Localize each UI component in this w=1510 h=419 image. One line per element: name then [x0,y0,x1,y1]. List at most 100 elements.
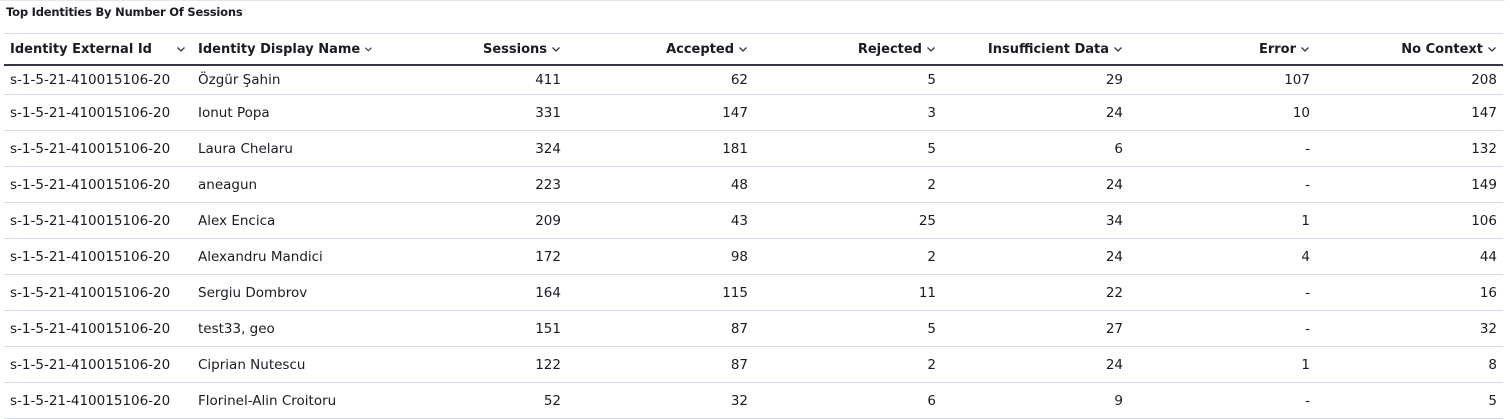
column-header[interactable]: Insufficient Data [942,33,1129,66]
table-cell: 62 [567,65,754,95]
table-cell: test33, geo [192,310,379,347]
table-cell: s-1-5-21-410015106-20 [4,65,192,95]
table-cell: 6 [754,382,942,419]
table-cell: 5 [754,65,942,95]
table-cell: 32 [567,382,754,419]
table-cell: 208 [1316,65,1503,95]
table-row: s-1-5-21-410015106-20 Ciprian Nutescu 122 8… [4,346,1503,383]
table-cell: s-1-5-21-410015106-20 [4,202,192,239]
header-content: No Context [1401,42,1497,57]
header-label: Rejected [857,41,922,57]
table-cell: s-1-5-21-410015106-20 [4,274,192,311]
table-cell: 24 [942,166,1129,203]
table-row: s-1-5-21-410015106-20 Özgür Şahin 411 62 5 29… [4,65,1503,95]
table-cell: 44 [1316,238,1503,275]
chevron [177,47,185,52]
table-cell: 147 [1316,94,1503,131]
table-cell: 29 [942,65,1129,95]
table-cell: Ionut Popa [192,94,379,131]
table-cell: 22 [942,274,1129,311]
table-cell: 52 [379,382,567,419]
table-cell: 11 [754,274,942,311]
table-cell: Ciprian Nutescu [192,346,379,383]
table-cell: 2 [754,346,942,383]
chevron [1488,47,1496,52]
header-content: Error [1259,42,1310,57]
header-label: Error [1258,41,1296,57]
table-cell: Florinel-Alin Croitoru [192,382,379,419]
table-cell: 43 [567,202,754,239]
table-cell: - [1129,274,1316,311]
table-cell: 24 [942,238,1129,275]
sort-icon[interactable] [176,44,186,54]
table-cell: Alex Encica [192,202,379,239]
header-content: Identity Display Name [198,42,373,57]
chevron [1114,47,1122,52]
table-cell: 132 [1316,130,1503,167]
table-cell: 9 [942,382,1129,419]
column-header[interactable]: No Context [1316,33,1503,66]
sort-icon[interactable] [926,44,936,54]
table-cell: 5 [754,130,942,167]
table-cell: 5 [1316,382,1503,419]
table-row: s-1-5-21-410015106-20 Laura Chelaru 324 181… [4,130,1503,167]
table-cell: 27 [942,310,1129,347]
table-row: s-1-5-21-410015106-20 Ionut Popa 331 147 3 24… [4,94,1503,131]
table-cell: 4 [1129,238,1316,275]
table-row: s-1-5-21-410015106-20 Alex Encica 209 43 25 3… [4,202,1503,239]
table-cell: s-1-5-21-410015106-20 [4,346,192,383]
header-content: Insufficient Data [988,42,1123,57]
sort-icon[interactable] [364,44,373,54]
sort-icon[interactable] [551,44,561,54]
table-cell: 115 [567,274,754,311]
table-cell: s-1-5-21-410015106-20 [4,166,192,203]
chevron [552,47,560,52]
table-cell: Laura Chelaru [192,130,379,167]
table-cell: Alexandru Mandici [192,238,379,275]
table-cell: 16 [1316,274,1503,311]
table-cell: 149 [1316,166,1503,203]
header-label: Identity External Id [10,41,152,57]
table-cell: 107 [1129,65,1316,95]
chevron [1301,47,1309,52]
table-cell: 5 [754,310,942,347]
header-row: Identity External Id Identity Display Nam… [4,33,1503,66]
table-cell: s-1-5-21-410015106-20 [4,238,192,275]
table-cell: 106 [1316,202,1503,239]
header-label: Accepted [666,41,734,57]
sort-icon[interactable] [1487,44,1497,54]
sort-icon[interactable] [1113,44,1123,54]
table-row: s-1-5-21-410015106-20 Florinel-Alin Croit… [4,382,1503,419]
column-header[interactable]: Sessions [379,33,567,66]
table-cell: 181 [567,130,754,167]
table-cell: 151 [379,310,567,347]
column-header[interactable]: Identity Display Name [192,33,379,66]
table-cell: 10 [1129,94,1316,131]
table-cell: 2 [754,166,942,203]
sort-icon[interactable] [738,44,748,54]
column-header[interactable]: Rejected [754,33,942,66]
column-header[interactable]: Error [1129,33,1316,66]
header-content: Identity External Id [10,42,186,57]
table-cell: 209 [379,202,567,239]
column-header[interactable]: Accepted [567,33,754,66]
header-content: Accepted [666,42,748,57]
table-cell: 34 [942,202,1129,239]
table-cell: 98 [567,238,754,275]
column-header[interactable]: Identity External Id [4,33,192,66]
table-cell: 48 [567,166,754,203]
sort-icon[interactable] [1300,44,1310,54]
table-body: s-1-5-21-410015106-20 Özgür Şahin 411 62 5 29… [4,65,1503,419]
chevron [739,47,747,52]
table-cell: 411 [379,65,567,95]
header-label: No Context [1401,41,1483,57]
table-cell: 122 [379,346,567,383]
table-cell: 3 [754,94,942,131]
table-cell: 32 [1316,310,1503,347]
table-cell: Özgür Şahin [192,65,379,95]
header-label: Identity Display Name [198,41,361,57]
header-content: Sessions [483,42,561,57]
table-cell: 24 [942,94,1129,131]
